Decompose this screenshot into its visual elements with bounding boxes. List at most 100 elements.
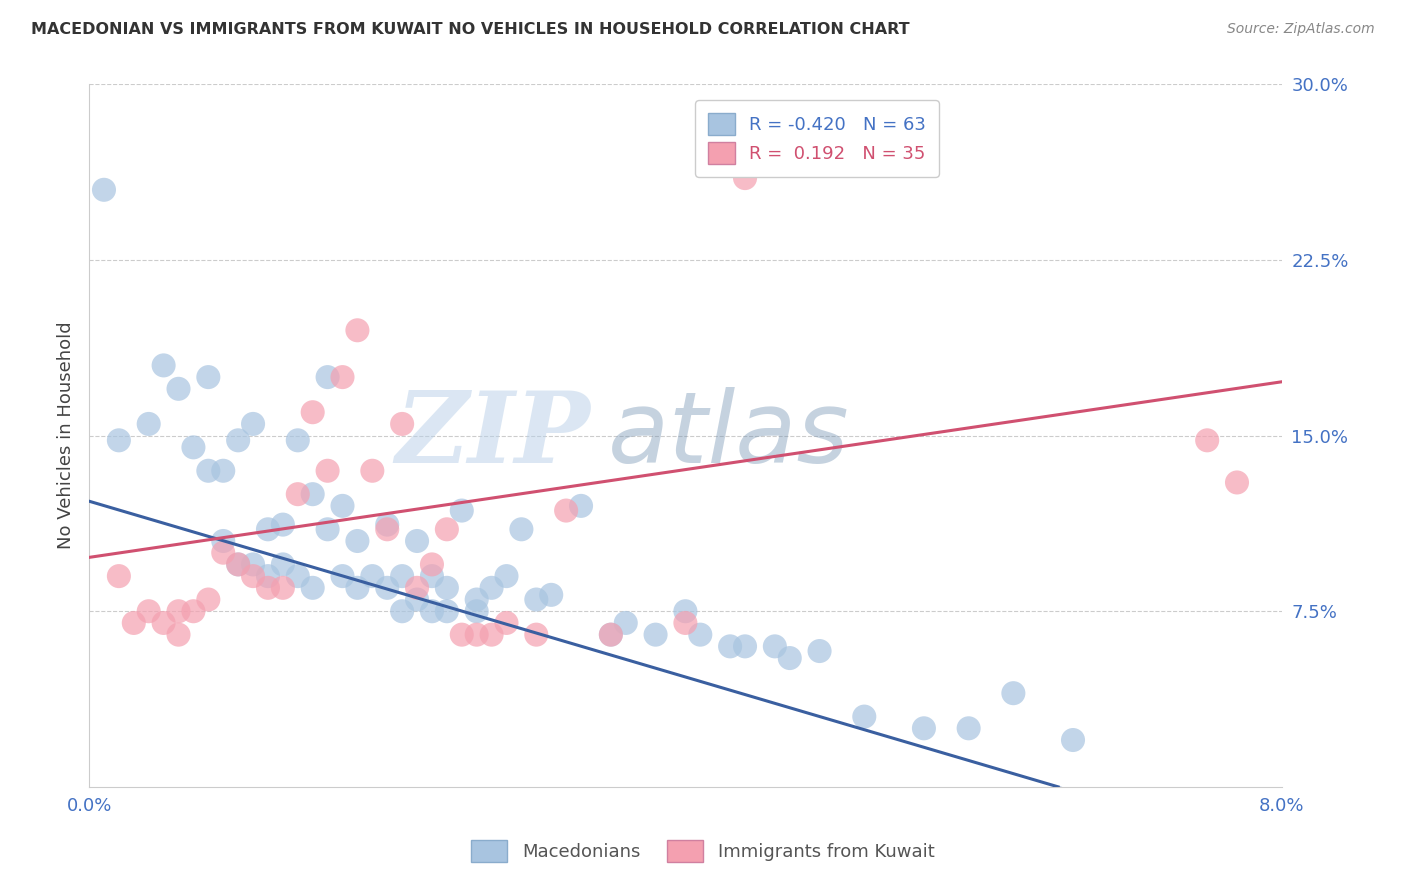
Point <box>316 464 339 478</box>
Point <box>242 558 264 572</box>
Point <box>420 558 443 572</box>
Point <box>242 569 264 583</box>
Text: MACEDONIAN VS IMMIGRANTS FROM KUWAIT NO VEHICLES IN HOUSEHOLD CORRELATION CHART: MACEDONIAN VS IMMIGRANTS FROM KUWAIT NO … <box>31 22 910 37</box>
Point <box>167 627 190 641</box>
Point <box>316 370 339 384</box>
Point <box>718 640 741 654</box>
Point <box>644 627 666 641</box>
Point <box>436 581 458 595</box>
Point <box>465 592 488 607</box>
Point <box>257 569 280 583</box>
Point <box>167 382 190 396</box>
Point <box>481 627 503 641</box>
Point <box>212 546 235 560</box>
Point <box>1002 686 1025 700</box>
Point <box>226 434 249 448</box>
Point <box>316 522 339 536</box>
Point <box>406 534 429 549</box>
Point <box>226 558 249 572</box>
Point <box>391 417 413 431</box>
Point <box>301 581 323 595</box>
Point <box>465 604 488 618</box>
Point <box>1062 733 1084 747</box>
Point <box>271 517 294 532</box>
Point <box>332 370 354 384</box>
Point <box>108 569 131 583</box>
Point <box>481 581 503 595</box>
Point <box>450 627 472 641</box>
Point <box>912 721 935 735</box>
Point <box>779 651 801 665</box>
Point <box>212 464 235 478</box>
Point <box>138 417 160 431</box>
Point <box>1226 475 1249 490</box>
Point <box>152 359 174 373</box>
Point <box>763 640 786 654</box>
Point <box>242 417 264 431</box>
Point <box>1197 434 1219 448</box>
Point <box>734 640 756 654</box>
Point <box>152 615 174 630</box>
Point <box>287 434 309 448</box>
Point <box>495 569 517 583</box>
Point <box>301 405 323 419</box>
Text: ZIP: ZIP <box>395 387 591 483</box>
Point <box>673 604 696 618</box>
Point <box>93 183 115 197</box>
Point <box>346 534 368 549</box>
Point <box>614 615 637 630</box>
Point <box>957 721 980 735</box>
Point <box>257 581 280 595</box>
Point <box>853 709 876 723</box>
Point <box>257 522 280 536</box>
Y-axis label: No Vehicles in Household: No Vehicles in Household <box>58 322 75 549</box>
Point <box>271 581 294 595</box>
Point <box>599 627 621 641</box>
Point <box>361 569 384 583</box>
Point <box>167 604 190 618</box>
Point <box>436 522 458 536</box>
Point <box>569 499 592 513</box>
Point <box>332 569 354 583</box>
Point <box>346 323 368 337</box>
Point <box>287 569 309 583</box>
Point <box>197 370 219 384</box>
Point <box>734 171 756 186</box>
Point <box>212 534 235 549</box>
Point <box>391 569 413 583</box>
Point <box>183 441 205 455</box>
Point <box>287 487 309 501</box>
Point <box>495 615 517 630</box>
Point <box>465 627 488 641</box>
Point <box>436 604 458 618</box>
Point <box>420 569 443 583</box>
Point <box>524 592 547 607</box>
Point <box>540 588 562 602</box>
Point <box>420 604 443 618</box>
Point <box>510 522 533 536</box>
Point <box>406 592 429 607</box>
Legend: Macedonians, Immigrants from Kuwait: Macedonians, Immigrants from Kuwait <box>464 833 942 870</box>
Point <box>197 592 219 607</box>
Point <box>524 627 547 641</box>
Point <box>599 627 621 641</box>
Point <box>375 522 398 536</box>
Point <box>301 487 323 501</box>
Point <box>406 581 429 595</box>
Point <box>108 434 131 448</box>
Legend: R = -0.420   N = 63, R =  0.192   N = 35: R = -0.420 N = 63, R = 0.192 N = 35 <box>695 101 939 177</box>
Point <box>689 627 711 641</box>
Point <box>183 604 205 618</box>
Point <box>450 503 472 517</box>
Point <box>271 558 294 572</box>
Point <box>346 581 368 595</box>
Point <box>375 517 398 532</box>
Point <box>808 644 831 658</box>
Text: Source: ZipAtlas.com: Source: ZipAtlas.com <box>1227 22 1375 37</box>
Point <box>138 604 160 618</box>
Point <box>197 464 219 478</box>
Point <box>391 604 413 618</box>
Point <box>226 558 249 572</box>
Point <box>673 615 696 630</box>
Point <box>122 615 145 630</box>
